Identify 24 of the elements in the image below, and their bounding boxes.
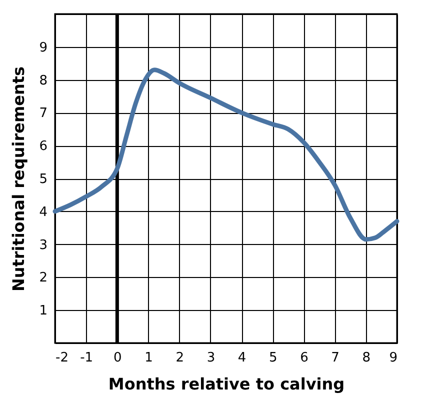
x-tick-label: 5 [268, 350, 278, 366]
y-tick-label: 4 [39, 204, 48, 220]
x-tick-label: 1 [144, 350, 153, 366]
y-tick-label: 3 [39, 238, 48, 253]
x-tick-label: 8 [362, 350, 371, 366]
x-tick-label: -1 [80, 350, 94, 366]
x-axis-title: Months relative to calving [108, 374, 345, 394]
y-tick-label: 9 [39, 40, 48, 56]
y-tick-label: 8 [39, 73, 48, 88]
y-axis-title: Nutritional requirements [9, 66, 28, 292]
y-tick-label: 1 [39, 304, 48, 319]
x-tick-label: 7 [331, 350, 340, 366]
x-tick-label: 6 [300, 350, 308, 366]
y-tick-label: 6 [39, 139, 48, 154]
y-tick-label: 2 [39, 270, 48, 286]
x-tick-label: 9 [389, 350, 398, 366]
y-tick-label: 5 [39, 172, 48, 187]
x-tick-label: 3 [206, 350, 216, 366]
x-tick-label: -2 [56, 350, 68, 366]
x-tick-label: 2 [176, 350, 184, 366]
y-tick-label: 7 [39, 106, 48, 122]
x-tick-label: 0 [114, 350, 122, 366]
line-series [52, 68, 400, 242]
x-tick-label: 4 [238, 350, 246, 366]
